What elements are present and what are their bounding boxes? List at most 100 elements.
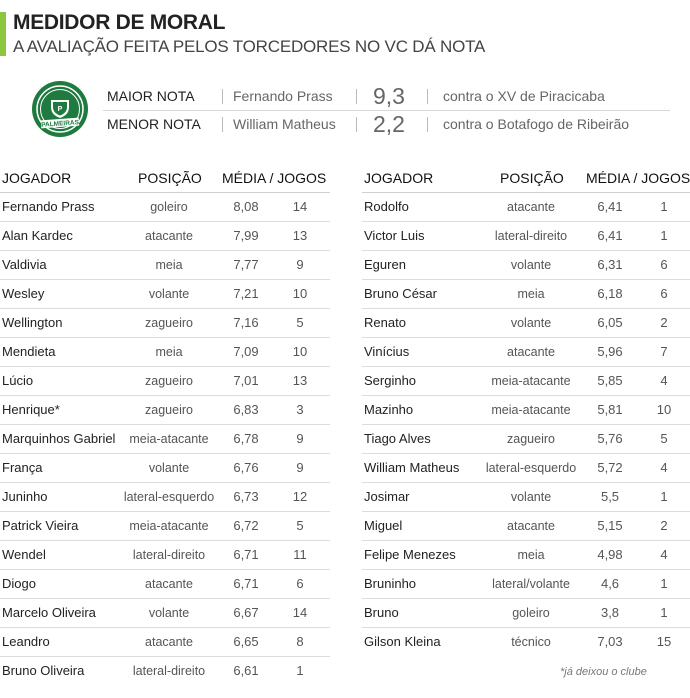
player-average: 5,72 bbox=[597, 460, 623, 475]
player-position: lateral-esquerdo bbox=[485, 461, 577, 475]
player-position: goleiro bbox=[150, 200, 188, 214]
player-games: 3 bbox=[296, 402, 304, 417]
player-name: Lúcio bbox=[2, 373, 34, 388]
ratings-table-left: JOGADOR POSIÇÃO MÉDIA / JOGOS Fernando P… bbox=[0, 166, 330, 685]
player-games: 13 bbox=[292, 373, 308, 388]
table-row: Bruninho lateral/volante 4,6 1 bbox=[362, 570, 690, 599]
player-position: zagueiro bbox=[145, 374, 193, 388]
table-row: Leandro atacante 6,65 8 bbox=[0, 628, 330, 657]
player-name: Wendel bbox=[2, 547, 46, 562]
player-games: 5 bbox=[660, 431, 668, 446]
player-games: 6 bbox=[296, 576, 304, 591]
divider bbox=[356, 89, 357, 104]
player-position: goleiro bbox=[512, 606, 550, 620]
lowest-player: William Matheus bbox=[233, 116, 336, 132]
player-name: Renato bbox=[364, 315, 406, 330]
player-games: 5 bbox=[296, 518, 304, 533]
table-row: Miguel atacante 5,15 2 bbox=[362, 512, 690, 541]
player-position: zagueiro bbox=[145, 403, 193, 417]
player-name: Bruno bbox=[364, 605, 399, 620]
score-summary: P PALMEIRAS MAIOR NOTA Fernando Prass 9,… bbox=[0, 78, 690, 140]
table-row: Vinícius atacante 5,96 7 bbox=[362, 338, 690, 367]
player-position: meia bbox=[517, 287, 545, 301]
player-position: meia bbox=[155, 258, 183, 272]
player-name: França bbox=[2, 460, 43, 475]
header-avg-games: MÉDIA / JOGOS bbox=[222, 170, 327, 186]
table-row: Henrique* zagueiro 6,83 3 bbox=[0, 396, 330, 425]
divider bbox=[222, 117, 223, 132]
table-row: Bruno César meia 6,18 6 bbox=[362, 280, 690, 309]
player-average: 5,96 bbox=[597, 344, 623, 359]
highest-player: Fernando Prass bbox=[233, 88, 333, 104]
player-average: 5,15 bbox=[597, 518, 623, 533]
player-position: técnico bbox=[511, 635, 551, 649]
header-avg-games: MÉDIA / JOGOS bbox=[586, 170, 690, 186]
player-position: atacante bbox=[145, 577, 193, 591]
table-row: Tiago Alves zagueiro 5,76 5 bbox=[362, 425, 690, 454]
table-body: Fernando Prass goleiro 8,08 14 Alan Kardec at… bbox=[0, 193, 330, 685]
player-games: 1 bbox=[660, 605, 668, 620]
player-name: Eguren bbox=[364, 257, 406, 272]
player-games: 9 bbox=[296, 431, 304, 446]
player-name: Victor Luis bbox=[364, 228, 425, 243]
player-position: atacante bbox=[507, 345, 555, 359]
table-row: França volante 6,76 9 bbox=[0, 454, 330, 483]
highest-label: MAIOR NOTA bbox=[107, 88, 195, 104]
table-row: Bruno Oliveira lateral-direito 6,61 1 bbox=[0, 657, 330, 685]
player-position: meia bbox=[517, 548, 545, 562]
player-games: 10 bbox=[292, 344, 308, 359]
player-average: 6,65 bbox=[233, 634, 259, 649]
table-row: Marcelo Oliveira volante 6,67 14 bbox=[0, 599, 330, 628]
player-average: 6,72 bbox=[233, 518, 259, 533]
player-average: 6,71 bbox=[233, 576, 259, 591]
table-row: Alan Kardec atacante 7,99 13 bbox=[0, 222, 330, 251]
player-position: atacante bbox=[507, 200, 555, 214]
table-row: William Matheus lateral-esquerdo 5,72 4 bbox=[362, 454, 690, 483]
table-row: Wendel lateral-direito 6,71 11 bbox=[0, 541, 330, 570]
player-name: Felipe Menezes bbox=[364, 547, 456, 562]
player-name: Diogo bbox=[2, 576, 36, 591]
table-row: Serginho meia-atacante 5,85 4 bbox=[362, 367, 690, 396]
player-position: meia-atacante bbox=[129, 519, 209, 533]
player-position: zagueiro bbox=[145, 316, 193, 330]
divider bbox=[356, 117, 357, 132]
player-position: lateral-esquerdo bbox=[123, 490, 215, 504]
page-subtitle: A AVALIAÇÃO FEITA PELOS TORCEDORES NO VC… bbox=[13, 37, 486, 56]
player-name: Bruno Oliveira bbox=[2, 663, 85, 678]
player-position: lateral-direito bbox=[132, 664, 206, 678]
table-row: Eguren volante 6,31 6 bbox=[362, 251, 690, 280]
player-games: 10 bbox=[292, 286, 308, 301]
header-position: POSIÇÃO bbox=[138, 170, 202, 186]
player-name: Henrique* bbox=[2, 402, 60, 417]
player-name: Gilson Kleina bbox=[364, 634, 441, 649]
player-games: 6 bbox=[660, 286, 668, 301]
player-name: Juninho bbox=[2, 489, 48, 504]
player-name: Miguel bbox=[364, 518, 403, 533]
player-position: meia-atacante bbox=[129, 432, 209, 446]
player-games: 4 bbox=[660, 547, 668, 562]
player-games: 8 bbox=[296, 634, 304, 649]
lowest-score: 2,2 bbox=[373, 111, 405, 137]
player-games: 13 bbox=[292, 228, 308, 243]
table-row: Diogo atacante 6,71 6 bbox=[0, 570, 330, 599]
player-position: meia bbox=[155, 345, 183, 359]
player-name: Leandro bbox=[2, 634, 50, 649]
table-row: Wellington zagueiro 7,16 5 bbox=[0, 309, 330, 338]
player-average: 6,41 bbox=[597, 199, 623, 214]
table-row: Marquinhos Gabriel meia-atacante 6,78 9 bbox=[0, 425, 330, 454]
table-row: Gilson Kleina técnico 7,03 15 bbox=[362, 628, 690, 656]
table-row: Rodolfo atacante 6,41 1 bbox=[362, 193, 690, 222]
player-position: volante bbox=[148, 461, 190, 475]
palmeiras-crest-icon: P PALMEIRAS bbox=[32, 81, 88, 137]
table-row: Valdivia meia 7,77 9 bbox=[0, 251, 330, 280]
table-row: Wesley volante 7,21 10 bbox=[0, 280, 330, 309]
player-position: atacante bbox=[145, 635, 193, 649]
player-position: atacante bbox=[507, 519, 555, 533]
divider bbox=[427, 89, 428, 104]
lowest-opponent: contra o Botafogo de Ribeirão bbox=[443, 116, 630, 132]
player-average: 6,61 bbox=[233, 663, 259, 678]
player-name: Tiago Alves bbox=[364, 431, 431, 446]
table-row: Mazinho meia-atacante 5,81 10 bbox=[362, 396, 690, 425]
player-average: 6,41 bbox=[597, 228, 623, 243]
player-average: 8,08 bbox=[233, 199, 259, 214]
